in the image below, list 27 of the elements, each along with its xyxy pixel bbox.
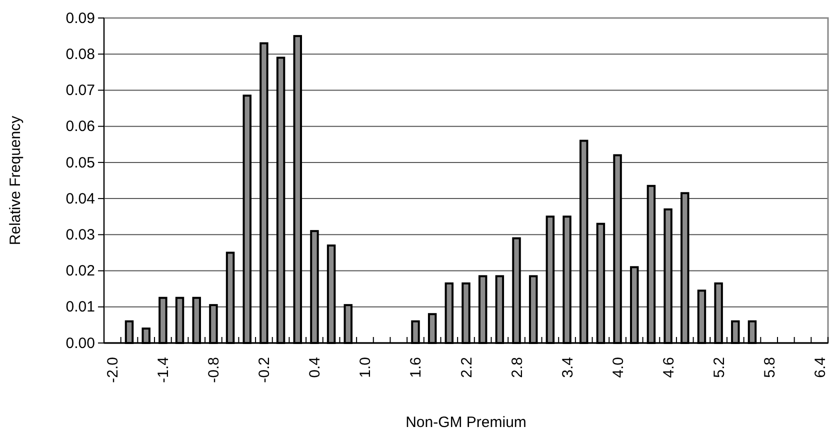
x-tick-label: 4.0 — [610, 357, 627, 378]
y-tick-label: 0.03 — [66, 226, 95, 244]
y-tick-label: 0.00 — [66, 334, 95, 352]
y-tick-label: 0.04 — [66, 190, 95, 208]
y-tick-label: 0.02 — [66, 262, 95, 280]
x-tick-label: 1.0 — [357, 357, 374, 378]
x-tick-label: -0.2 — [256, 357, 274, 383]
x-tick-label: 1.6 — [408, 357, 425, 378]
x-tick-label: 0.4 — [306, 357, 324, 378]
x-tick-label: 6.4 — [812, 357, 829, 378]
x-tick-label: 2.8 — [508, 357, 526, 378]
x-tick-label: 5.2 — [710, 357, 728, 378]
y-tick-label: 0.01 — [66, 298, 95, 316]
y-tick-label: 0.06 — [66, 118, 95, 136]
x-tick-label: -2.0 — [104, 357, 122, 383]
y-tick-label: 0.05 — [66, 154, 95, 172]
x-tick-label: -1.4 — [155, 357, 172, 383]
x-tick-label: 4.6 — [660, 357, 678, 378]
x-tick-label: 5.8 — [761, 357, 778, 378]
y-tick-label: 0.08 — [66, 46, 95, 63]
x-tick-label: 3.4 — [559, 357, 576, 378]
x-tick-label: -0.8 — [206, 357, 223, 383]
x-axis-title: Non-GM Premium — [406, 414, 526, 431]
y-axis-title: Relative Frequency — [7, 115, 24, 246]
y-tick-label: 0.09 — [66, 10, 95, 27]
x-tick-label: 2.2 — [458, 357, 476, 378]
y-tick-label: 0.07 — [66, 82, 95, 100]
